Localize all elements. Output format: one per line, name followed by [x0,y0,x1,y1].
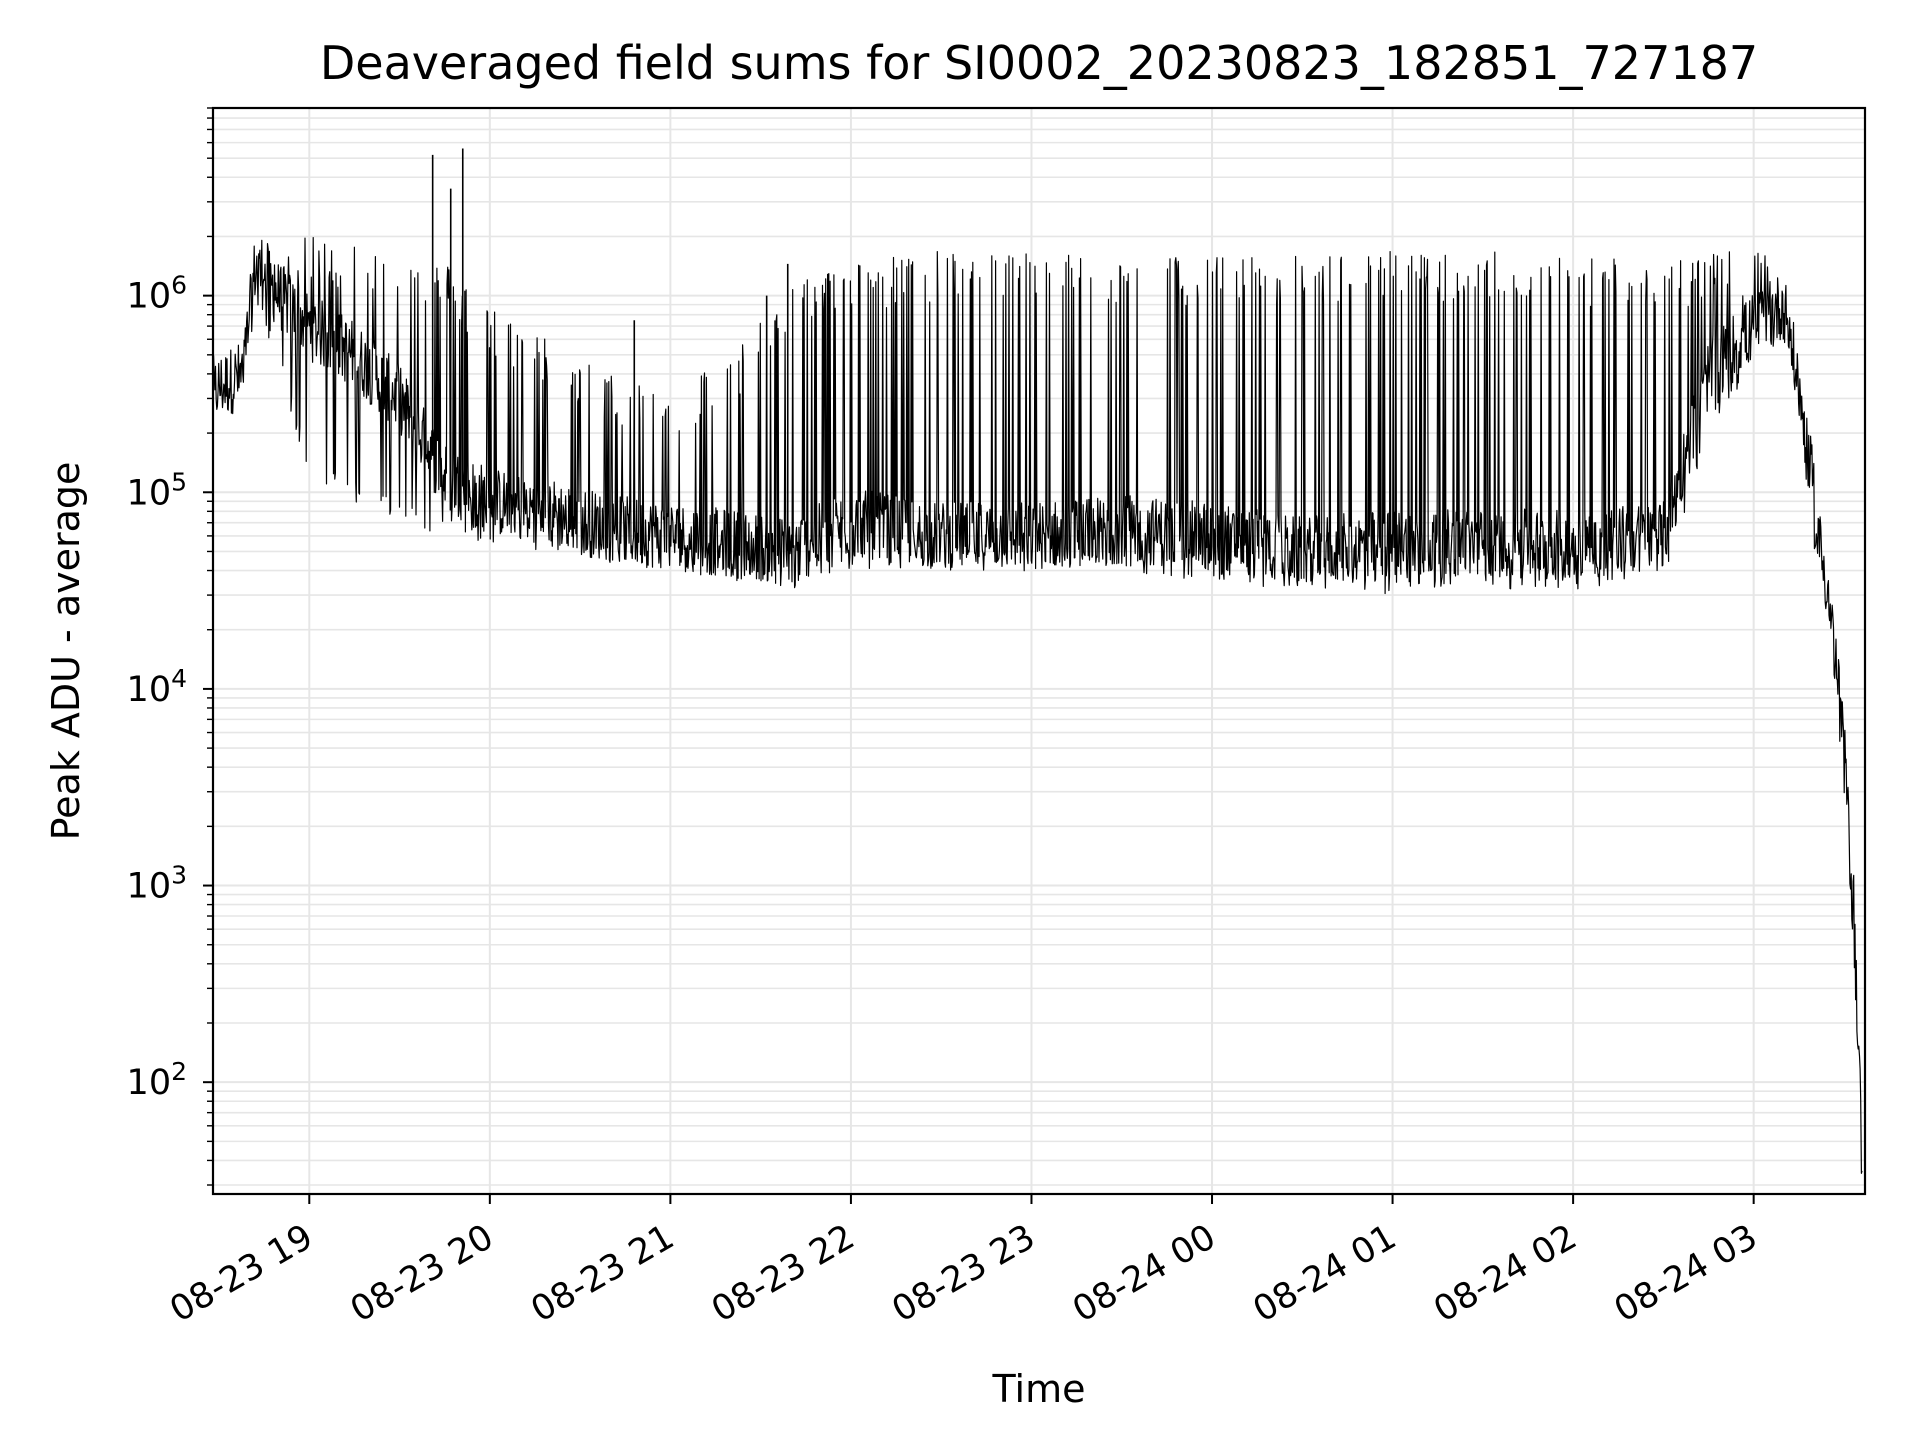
x-tick-label: 08-23 20 [344,1217,500,1330]
y-axis-label: Peak ADU - average [44,462,88,841]
y-tick-label: 105 [127,467,187,513]
x-axis-ticks: 08-23 19 08-23 20 08-23 21 08-23 22 08-23 23… [164,1194,1764,1330]
series-line [212,148,1863,1174]
x-tick-label: 08-23 22 [705,1217,861,1330]
x-axis-label: Time [992,1367,1086,1411]
x-tick-label: 08-23 23 [886,1217,1042,1330]
x-tick-label: 08-24 01 [1247,1217,1403,1330]
y-tick-label: 104 [127,664,187,710]
x-tick-label: 08-23 21 [525,1217,681,1330]
x-tick-label: 08-24 03 [1608,1217,1764,1330]
grid [213,107,1865,1194]
x-tick-label: 08-23 19 [164,1217,320,1330]
series-path [212,237,1863,1174]
y-tick-label: 102 [127,1057,187,1103]
chart-title: Deaveraged field sums for SI0002_2023082… [320,36,1758,90]
y-tick-label: 103 [127,861,187,907]
plot-frame [211,106,1867,1196]
x-tick-label: 08-24 02 [1427,1217,1583,1330]
x-tick-label: 08-24 00 [1066,1217,1222,1330]
y-tick-label: 106 [127,271,187,317]
y-axis-ticks: 102 103 104 105 106 [127,107,213,1186]
